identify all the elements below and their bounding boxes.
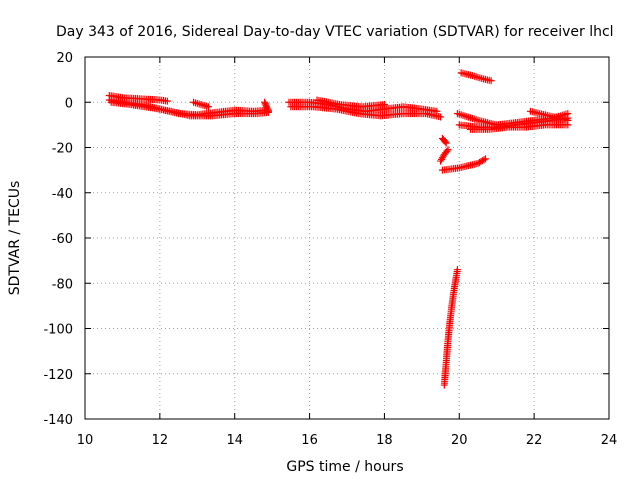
- data-point: [163, 97, 171, 105]
- y-axis-label: SDTVAR / TECUs: [7, 181, 23, 296]
- data-point: [444, 146, 452, 154]
- data-point: [263, 104, 271, 112]
- data-point: [453, 266, 461, 274]
- data-point: [264, 106, 272, 114]
- x-tick-label: 22: [526, 433, 543, 448]
- x-axis-label: GPS time / hours: [286, 459, 403, 475]
- x-tick-label: 10: [77, 433, 94, 448]
- x-tick-labels: 10 12 14 16 18 20 22 24: [77, 433, 618, 448]
- y-tick-label: -40: [52, 187, 73, 202]
- y-tick-label: -100: [43, 323, 73, 338]
- y-tick-label: -140: [43, 413, 73, 428]
- x-tick-label: 16: [301, 433, 318, 448]
- data-point: [437, 113, 445, 121]
- data-point: [262, 101, 270, 109]
- y-tick-labels: -140 -120 -100 -80 -60 -40 -20 0 20: [43, 51, 73, 428]
- x-tick-label: 14: [226, 433, 243, 448]
- data-point: [380, 101, 388, 109]
- data-point: [480, 156, 488, 164]
- data-point: [261, 98, 269, 106]
- data-point: [442, 139, 450, 147]
- x-tick-label: 12: [152, 433, 169, 448]
- data-point: [564, 116, 572, 124]
- plot-frame: [84, 56, 610, 420]
- y-tick-label: 0: [65, 96, 73, 111]
- data-point: [441, 138, 449, 146]
- x-tick-label: 18: [376, 433, 393, 448]
- data-point: [487, 77, 495, 85]
- data-point: [205, 103, 213, 111]
- y-tick-label: 20: [56, 51, 73, 66]
- data-point: [481, 155, 489, 163]
- y-tick-label: -120: [43, 368, 73, 383]
- data-point: [263, 103, 271, 111]
- data-point: [261, 100, 269, 108]
- y-tick-label: -20: [52, 142, 73, 157]
- x-tick-label: 24: [601, 433, 618, 448]
- data-point: [443, 147, 451, 155]
- y-tick-label: -80: [52, 277, 73, 292]
- data-points: [105, 69, 572, 389]
- chart-title: Day 343 of 2016, Sidereal Day-to-day VTE…: [56, 24, 614, 40]
- y-tick-label: -60: [52, 232, 73, 247]
- x-tick-label: 20: [451, 433, 468, 448]
- data-point: [264, 107, 272, 115]
